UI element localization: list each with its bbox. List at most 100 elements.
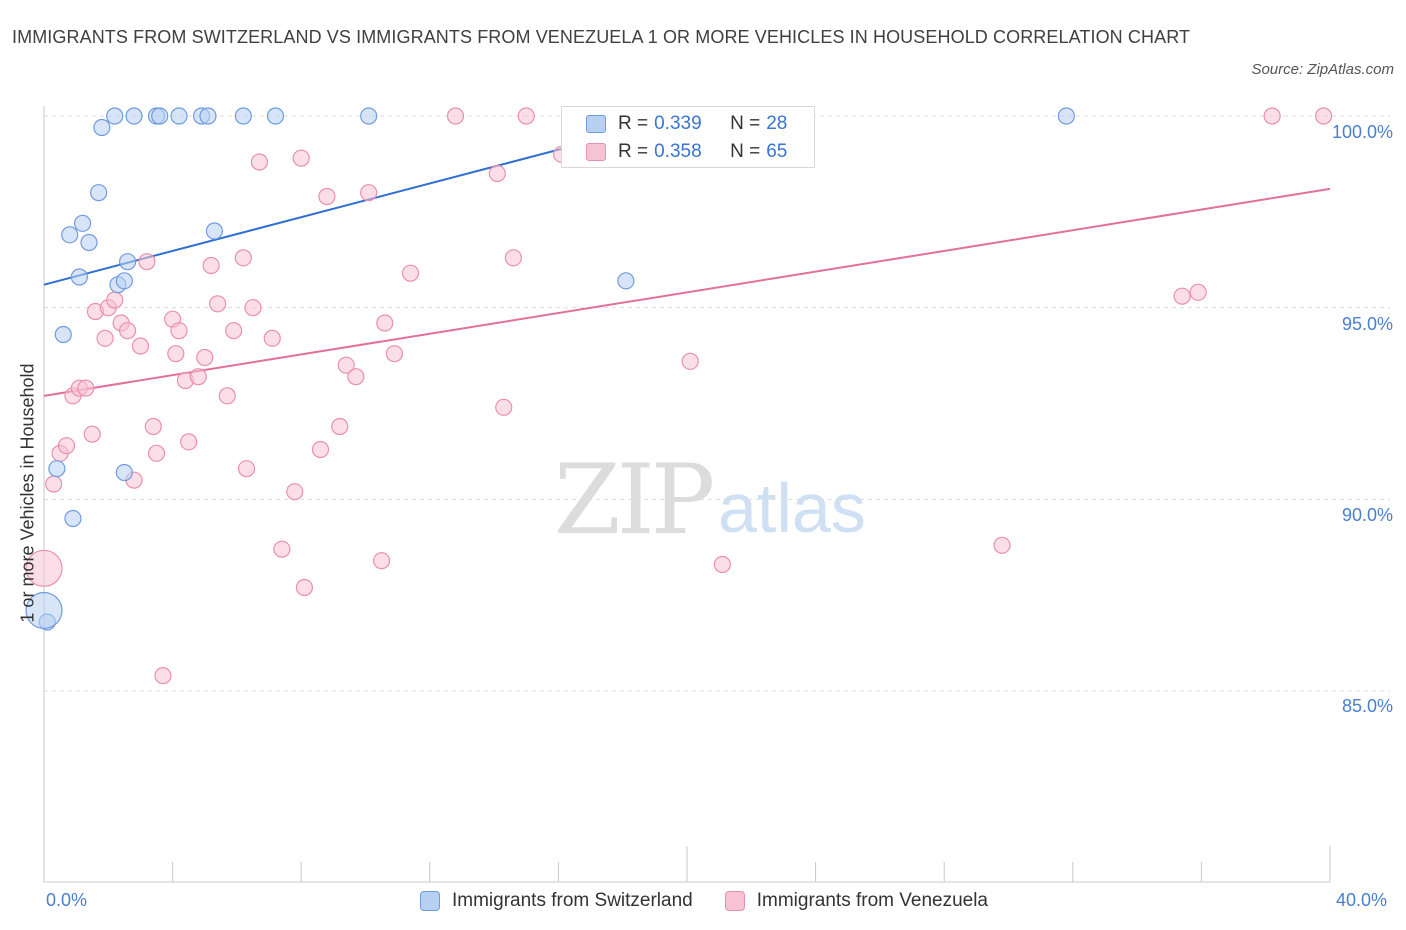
data-point-venezuela — [138, 253, 156, 271]
data-point-venezuela — [147, 444, 166, 462]
data-point-venezuela — [25, 549, 63, 587]
x-tick-label-min: 0.0% — [46, 890, 88, 910]
data-point-venezuela — [209, 295, 227, 313]
x-tick-label-max: 40.0% — [1336, 890, 1388, 910]
data-point-switzerland — [115, 463, 133, 482]
data-point-switzerland — [617, 272, 635, 290]
data-point-venezuela — [45, 475, 63, 493]
legend-n-label: N = — [730, 113, 761, 134]
data-point-venezuela — [311, 440, 330, 459]
data-point-switzerland — [106, 107, 124, 125]
legend-r-label: R = — [618, 141, 649, 162]
data-point-switzerland — [93, 118, 111, 137]
data-point-switzerland — [48, 460, 66, 478]
data-point-venezuela — [286, 483, 304, 501]
data-point-venezuela — [385, 345, 404, 363]
data-points — [25, 107, 1333, 685]
legend-swatch-switzerland — [420, 891, 440, 911]
data-point-venezuela — [144, 417, 162, 436]
data-point-switzerland — [360, 107, 378, 125]
data-point-venezuela — [234, 249, 252, 267]
correlation-legend: R = 0.339 N = 28 R = 0.358 N = 65 — [561, 106, 815, 168]
data-point-venezuela — [337, 356, 355, 374]
legend-row-switzerland: R = 0.339 N = 28 — [586, 113, 787, 135]
data-point-switzerland — [234, 107, 252, 125]
watermark-atlas: atlas — [718, 469, 866, 547]
data-point-venezuela — [237, 460, 256, 478]
data-point-venezuela — [318, 187, 336, 206]
data-point-switzerland — [61, 226, 79, 244]
data-point-venezuela — [295, 578, 314, 597]
data-point-venezuela — [196, 348, 214, 367]
data-point-venezuela — [446, 107, 465, 125]
axes — [43, 106, 1331, 883]
data-point-venezuela — [189, 368, 207, 386]
legend-r-label: R = — [618, 113, 649, 134]
data-point-venezuela — [118, 322, 137, 340]
data-point-switzerland — [170, 107, 188, 125]
data-point-venezuela — [401, 264, 420, 282]
data-point-switzerland — [80, 233, 98, 252]
data-point-venezuela — [360, 184, 378, 202]
data-point-venezuela — [273, 540, 291, 558]
legend-n-value: 65 — [766, 141, 788, 162]
gridlines — [44, 115, 1390, 692]
legend-label-switzerland: Immigrants from Switzerland — [452, 890, 693, 911]
legend-label-venezuela: Immigrants from Venezuela — [756, 890, 988, 911]
data-point-switzerland — [118, 253, 137, 271]
legend-r-value: 0.358 — [654, 141, 702, 162]
data-point-venezuela — [218, 387, 236, 405]
data-point-venezuela — [244, 299, 262, 317]
data-point-venezuela — [347, 368, 365, 386]
data-point-venezuela — [993, 536, 1011, 554]
legend-r-value: 0.339 — [654, 113, 702, 134]
data-point-venezuela — [488, 164, 506, 183]
data-point-switzerland — [125, 107, 143, 125]
data-point-switzerland — [205, 222, 223, 240]
data-point-venezuela — [517, 107, 535, 125]
y-axis-label: 1 or more Vehicles in Household — [17, 363, 38, 623]
data-point-venezuela — [495, 398, 513, 416]
data-point-venezuela — [180, 433, 198, 451]
data-point-switzerland — [54, 325, 72, 344]
data-point-venezuela — [1173, 287, 1191, 305]
series-legend: Immigrants from Switzerland Immigrants f… — [420, 890, 1020, 912]
data-point-venezuela — [202, 256, 220, 275]
data-point-venezuela — [292, 149, 310, 167]
data-point-venezuela — [504, 249, 522, 267]
data-point-switzerland — [199, 107, 217, 125]
data-point-venezuela — [372, 552, 391, 570]
data-point-venezuela — [376, 314, 394, 332]
data-point-venezuela — [96, 329, 114, 347]
data-point-venezuela — [1314, 107, 1333, 125]
data-point-venezuela — [167, 345, 185, 363]
data-point-venezuela — [263, 329, 281, 347]
data-point-switzerland — [90, 184, 108, 202]
data-point-switzerland — [266, 107, 285, 125]
watermark-zip: ZIP — [554, 444, 715, 556]
data-point-venezuela — [1189, 283, 1207, 301]
data-point-switzerland — [64, 509, 82, 528]
legend-item-switzerland: Immigrants from Switzerland — [420, 890, 693, 912]
data-point-venezuela — [225, 322, 243, 340]
y-tick-label-85: 85.0% — [1341, 696, 1393, 716]
data-point-venezuela — [681, 352, 699, 370]
data-point-venezuela — [131, 337, 150, 355]
legend-swatch-switzerland — [586, 115, 606, 133]
chart-title: IMMIGRANTS FROM SWITZERLAND VS IMMIGRANT… — [12, 27, 1191, 47]
data-point-switzerland — [73, 214, 92, 232]
data-point-venezuela — [713, 555, 731, 574]
data-point-venezuela — [250, 153, 269, 171]
y-tick-label-95: 95.0% — [1341, 314, 1393, 334]
data-point-switzerland — [70, 268, 88, 286]
legend-swatch-venezuela — [586, 143, 606, 161]
data-point-venezuela — [106, 291, 124, 309]
data-point-switzerland — [25, 591, 63, 630]
data-point-venezuela — [1263, 107, 1281, 125]
legend-swatch-venezuela — [724, 891, 745, 911]
data-point-switzerland — [1057, 107, 1075, 125]
legend-n-label: N = — [730, 141, 761, 162]
y-tick-label-90: 90.0% — [1341, 505, 1393, 525]
y-tick-label-100: 100.0% — [1331, 122, 1393, 142]
